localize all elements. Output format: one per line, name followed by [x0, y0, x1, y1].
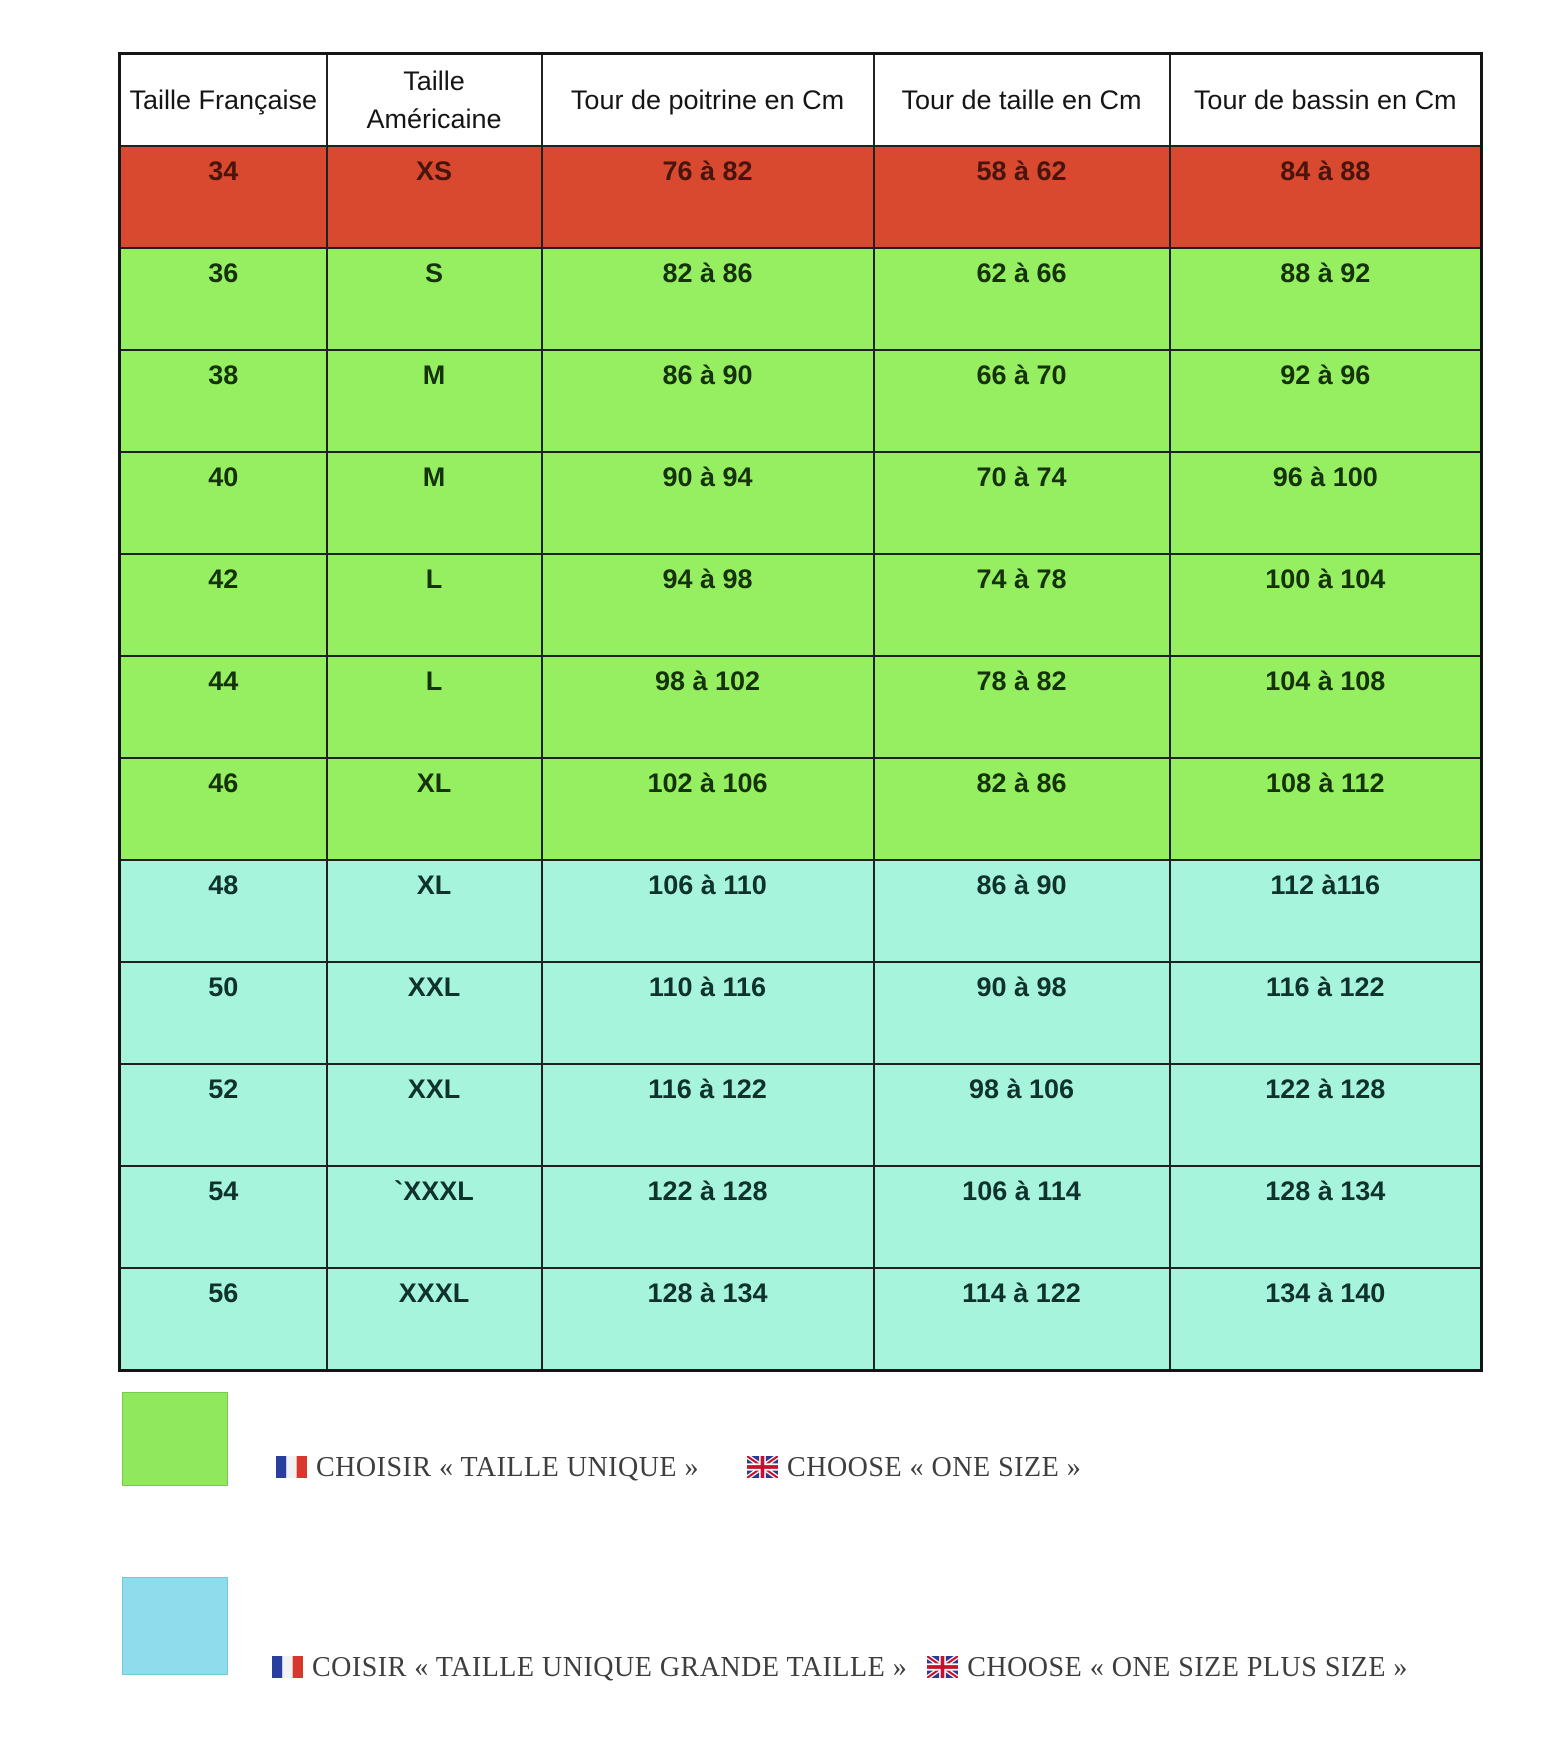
cell-us: XL — [325, 859, 543, 963]
cell-poitrine: 76 à 82 — [540, 145, 875, 249]
uk-flag-icon — [747, 1456, 779, 1478]
cell-us: XXL — [325, 961, 543, 1065]
cell-bassin: 92 à 96 — [1168, 349, 1483, 453]
cell-us: L — [325, 655, 543, 759]
cell-fr: 42 — [118, 553, 328, 657]
cell-fr: 48 — [118, 859, 328, 963]
table-row: 42 L 94 à 98 74 à 78 100 à 104 — [118, 553, 1483, 657]
cell-taille: 114 à 122 — [872, 1267, 1171, 1372]
cell-bassin: 104 à 108 — [1168, 655, 1483, 759]
cell-bassin: 96 à 100 — [1168, 451, 1483, 555]
cell-us: XS — [325, 145, 543, 249]
size-chart-table: Taille Française Taille Américaine Tour de… — [118, 52, 1483, 1372]
cell-taille: 82 à 86 — [872, 757, 1171, 861]
cell-fr: 52 — [118, 1063, 328, 1167]
cell-poitrine: 116 à 122 — [540, 1063, 875, 1167]
cell-taille: 90 à 98 — [872, 961, 1171, 1065]
legend-en-label: CHOOSE « ONE SIZE PLUS SIZE » — [967, 1652, 1408, 1683]
table-row: 50 XXL 110 à 116 90 à 98 116 à 122 — [118, 961, 1483, 1065]
column-header: Tour de bassin en Cm — [1168, 52, 1483, 147]
cell-fr: 56 — [118, 1267, 328, 1372]
cell-us: L — [325, 553, 543, 657]
cell-poitrine: 94 à 98 — [540, 553, 875, 657]
cell-taille: 86 à 90 — [872, 859, 1171, 963]
cell-bassin: 84 à 88 — [1168, 145, 1483, 249]
legend-fr-label: CHOISIR « TAILLE UNIQUE » — [316, 1452, 700, 1483]
cell-bassin: 88 à 92 — [1168, 247, 1483, 351]
cell-poitrine: 128 à 134 — [540, 1267, 875, 1372]
table-row: 54 `XXXL 122 à 128 106 à 114 128 à 134 — [118, 1165, 1483, 1269]
cell-taille: 78 à 82 — [872, 655, 1171, 759]
cell-fr: 34 — [118, 145, 328, 249]
cell-taille: 74 à 78 — [872, 553, 1171, 657]
cell-bassin: 122 à 128 — [1168, 1063, 1483, 1167]
table-row: 34 XS 76 à 82 58 à 62 84 à 88 — [118, 145, 1483, 249]
cell-fr: 40 — [118, 451, 328, 555]
column-header: Tour de taille en Cm — [872, 52, 1171, 147]
column-header: Taille Française — [118, 52, 328, 147]
cell-taille: 58 à 62 — [872, 145, 1171, 249]
cell-bassin: 128 à 134 — [1168, 1165, 1483, 1269]
table-row: 44 L 98 à 102 78 à 82 104 à 108 — [118, 655, 1483, 759]
column-header: Tour de poitrine en Cm — [540, 52, 875, 147]
table-row: 40 M 90 à 94 70 à 74 96 à 100 — [118, 451, 1483, 555]
cell-taille: 70 à 74 — [872, 451, 1171, 555]
cell-us: XL — [325, 757, 543, 861]
table-header-row: Taille Française Taille Américaine Tour de… — [118, 52, 1483, 147]
cell-taille: 106 à 114 — [872, 1165, 1171, 1269]
legend-fr-label: COISIR « TAILLE UNIQUE GRANDE TAILLE » — [312, 1652, 908, 1683]
table-row: 46 XL 102 à 106 82 à 86 108 à 112 — [118, 757, 1483, 861]
cell-us: M — [325, 349, 543, 453]
cell-us: XXL — [325, 1063, 543, 1167]
cell-bassin: 116 à 122 — [1168, 961, 1483, 1065]
legend-line-one-size: CHOISIR « TAILLE UNIQUE » CHOOSE « ONE SI… — [276, 1448, 1081, 1488]
table-row: 56 XXXL 128 à 134 114 à 122 134 à 140 — [118, 1267, 1483, 1372]
cell-taille: 62 à 66 — [872, 247, 1171, 351]
cell-bassin: 108 à 112 — [1168, 757, 1483, 861]
cell-us: `XXXL — [325, 1165, 543, 1269]
size-table-body: 34 XS 76 à 82 58 à 62 84 à 88 36 S 82 à 86 62 à … — [118, 145, 1483, 1372]
cell-taille: 98 à 106 — [872, 1063, 1171, 1167]
table-row: 38 M 86 à 90 66 à 70 92 à 96 — [118, 349, 1483, 453]
cell-us: M — [325, 451, 543, 555]
cell-poitrine: 102 à 106 — [540, 757, 875, 861]
table-row: 52 XXL 116 à 122 98 à 106 122 à 128 — [118, 1063, 1483, 1167]
cell-poitrine: 98 à 102 — [540, 655, 875, 759]
legend-line-one-size-plus: COISIR « TAILLE UNIQUE GRANDE TAILLE » CH… — [272, 1648, 1408, 1688]
one-size-plus-color-swatch — [122, 1577, 228, 1675]
cell-bassin: 100 à 104 — [1168, 553, 1483, 657]
legend-en-label: CHOOSE « ONE SIZE » — [787, 1452, 1082, 1483]
cell-poitrine: 122 à 128 — [540, 1165, 875, 1269]
cell-poitrine: 82 à 86 — [540, 247, 875, 351]
cell-bassin: 112 à116 — [1168, 859, 1483, 963]
cell-fr: 54 — [118, 1165, 328, 1269]
column-header: Taille Américaine — [325, 52, 543, 147]
cell-fr: 44 — [118, 655, 328, 759]
table-row: 48 XL 106 à 110 86 à 90 112 à116 — [118, 859, 1483, 963]
one-size-color-swatch — [122, 1392, 228, 1486]
cell-fr: 38 — [118, 349, 328, 453]
table-row: 36 S 82 à 86 62 à 66 88 à 92 — [118, 247, 1483, 351]
cell-poitrine: 110 à 116 — [540, 961, 875, 1065]
cell-bassin: 134 à 140 — [1168, 1267, 1483, 1372]
cell-us: S — [325, 247, 543, 351]
cell-fr: 46 — [118, 757, 328, 861]
cell-us: XXXL — [325, 1267, 543, 1372]
france-flag-icon — [276, 1456, 307, 1478]
uk-flag-icon — [927, 1656, 959, 1678]
cell-taille: 66 à 70 — [872, 349, 1171, 453]
cell-poitrine: 86 à 90 — [540, 349, 875, 453]
cell-poitrine: 106 à 110 — [540, 859, 875, 963]
france-flag-icon — [272, 1656, 303, 1678]
cell-poitrine: 90 à 94 — [540, 451, 875, 555]
cell-fr: 36 — [118, 247, 328, 351]
cell-fr: 50 — [118, 961, 328, 1065]
